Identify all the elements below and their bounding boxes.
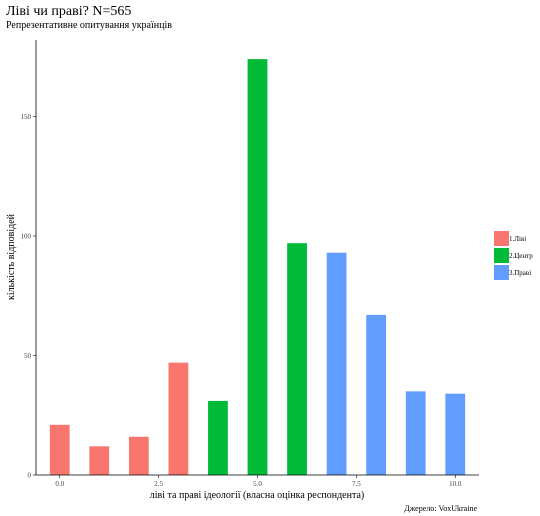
- x-tick-label: 2.5: [154, 480, 163, 488]
- bar: [326, 252, 347, 475]
- bar: [168, 362, 189, 475]
- bar: [49, 424, 70, 475]
- y-axis-title: кількість відповідей: [6, 213, 17, 300]
- x-axis-ticks: 0.0 2.5 5.0 7.5 10.0: [55, 475, 462, 488]
- x-tick-label: 10.0: [449, 480, 462, 488]
- x-axis-title: ліві та праві ідеології (власна оцінка р…: [150, 490, 364, 501]
- bar: [208, 400, 228, 475]
- x-tick-label: 0.0: [55, 480, 64, 488]
- y-axis-ticks: 0 50 100 150: [21, 113, 36, 480]
- x-tick-label: 5.0: [253, 480, 262, 488]
- legend-swatch: [494, 265, 509, 280]
- legend-label: 2.Центр: [509, 252, 533, 260]
- x-tick-label: 7.5: [352, 480, 361, 488]
- legend-label: 1.Ліві: [509, 235, 526, 243]
- bar: [89, 446, 110, 475]
- legend-swatch: [494, 231, 509, 246]
- y-tick-label: 100: [21, 232, 32, 240]
- bar: [128, 436, 149, 475]
- bar: [287, 243, 307, 475]
- bar: [405, 391, 426, 475]
- chart-subtitle: Репрезентативне опитування українців: [6, 20, 172, 31]
- y-tick-label: 150: [21, 113, 32, 121]
- bar: [445, 393, 466, 475]
- bar: [366, 314, 387, 475]
- legend-label: 3.Праві: [509, 269, 531, 277]
- bar: [247, 59, 268, 476]
- chart-caption: Джерело: VoxUkraine: [404, 504, 477, 513]
- y-tick-label: 50: [24, 352, 32, 360]
- legend-swatch: [494, 248, 509, 263]
- legend: 1.Ліві 2.Центр 3.Праві: [494, 231, 533, 280]
- plot-area: [49, 59, 466, 476]
- y-tick-label: 0: [28, 472, 32, 480]
- chart-title: Ліві чи праві? N=565: [6, 4, 131, 19]
